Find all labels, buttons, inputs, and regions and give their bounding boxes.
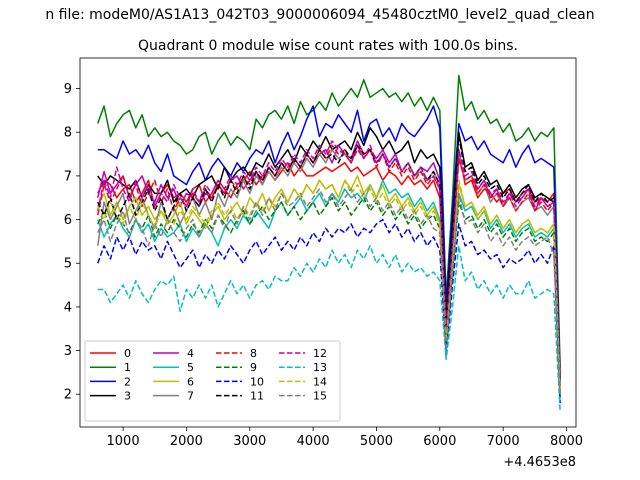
y-tick-label: 5	[64, 257, 72, 272]
y-tick-label: 2	[64, 388, 72, 403]
chart-title: Quadrant 0 module wise count rates with …	[138, 38, 518, 54]
legend-label-10: 10	[250, 375, 264, 388]
series-line-15	[97, 188, 561, 395]
legend-label-13: 13	[313, 361, 327, 374]
series-line-2	[97, 105, 561, 377]
series-line-13	[97, 245, 561, 412]
series-line-12	[97, 140, 561, 386]
x-tick-label: 3000	[233, 434, 266, 449]
legend-label-0: 0	[124, 347, 131, 360]
series-line-8	[97, 144, 561, 382]
legend-label-6: 6	[187, 375, 194, 388]
legend-label-7: 7	[187, 390, 194, 403]
legend-label-11: 11	[250, 390, 264, 403]
y-tick-label: 6	[64, 213, 72, 228]
legend-label-15: 15	[313, 390, 327, 403]
x-tick-label: 5000	[360, 434, 393, 449]
y-tick-label: 9	[64, 82, 72, 97]
legend-label-3: 3	[124, 390, 131, 403]
x-tick-label: 1000	[107, 434, 140, 449]
legend-label-5: 5	[187, 361, 194, 374]
plot-area: 1000 2000 3000 4000 5000 6000 7000 800023456789…	[64, 57, 583, 449]
y-tick-label: 3	[64, 344, 72, 359]
series-line-10	[97, 218, 561, 404]
y-tick-label: 4	[64, 300, 72, 315]
legend-box	[84, 340, 341, 422]
series-lines	[96, 74, 561, 412]
legend-label-12: 12	[313, 347, 327, 360]
legend-label-2: 2	[124, 375, 131, 388]
x-tick-label: 8000	[550, 434, 583, 449]
series-line-5	[97, 179, 561, 399]
legend-label-1: 1	[124, 361, 131, 374]
series-line-1	[97, 74, 561, 369]
x-tick-label: 6000	[423, 434, 456, 449]
axes-frame	[79, 57, 577, 428]
series-line-0	[97, 148, 561, 377]
x-tick-label: 7000	[487, 434, 520, 449]
x-tick-label: 4000	[297, 434, 330, 449]
series-line-11	[97, 135, 561, 382]
legend-label-14: 14	[313, 375, 327, 388]
y-tick-label: 7	[64, 169, 72, 184]
x-tick-label: 2000	[170, 434, 203, 449]
series-line-3	[97, 127, 561, 382]
series-line-14	[97, 179, 561, 390]
x-offset-label: +4.4653e8	[503, 455, 576, 470]
legend-label-4: 4	[187, 347, 194, 360]
legend-label-9: 9	[250, 361, 257, 374]
figure-suptitle: n file: modeM0/AS1A13_042T03_9000006094_…	[45, 7, 594, 23]
y-tick-label: 8	[64, 126, 72, 141]
legend-label-8: 8	[250, 347, 257, 360]
